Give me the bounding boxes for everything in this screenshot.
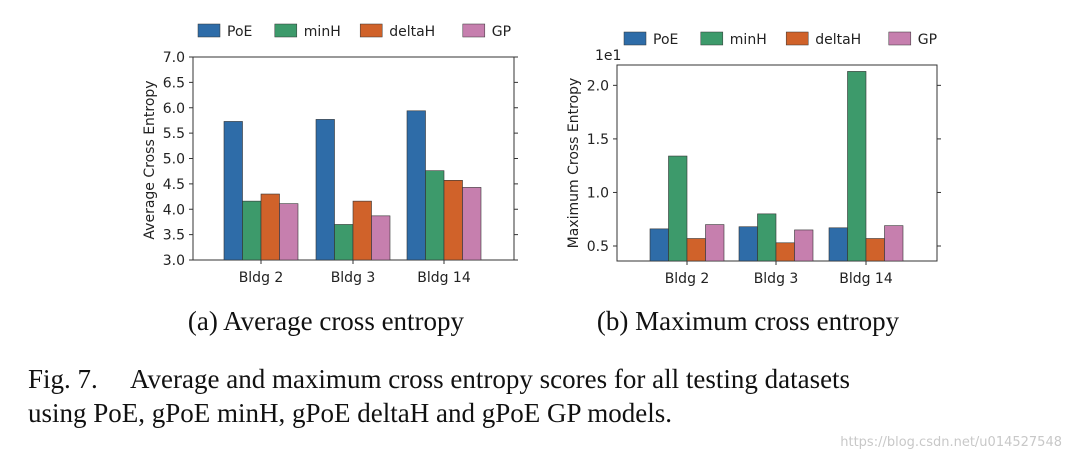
bars-maximum [649, 71, 904, 262]
y-tick-label: 1.5 [587, 132, 609, 148]
bar-average-minh-bldg-2 [242, 200, 262, 261]
x-tick-label: Bldg 3 [754, 271, 799, 287]
legend-label-gp: GP [918, 32, 937, 48]
caption-line-2: using PoE, gPoE minH, gPoE deltaH and gP… [28, 398, 673, 428]
y-axis-label-average: Average Cross Entropy [142, 80, 158, 239]
watermark: https://blog.csdn.net/u014527548 [840, 435, 1062, 450]
x-tick-label: Bldg 2 [239, 270, 284, 286]
legend-swatch-minh [700, 31, 724, 46]
x-ticks-average: Bldg 2 Bldg 3 Bldg 14 [239, 260, 471, 286]
y-ticks-maximum: 0.5 1.0 1.5 2.0 [587, 78, 941, 255]
legend-swatch-poe [197, 23, 221, 38]
y-tick-label: 3.0 [163, 253, 185, 269]
y-tick-label: 0.5 [587, 239, 609, 255]
y-tick-label: 1.0 [587, 185, 609, 201]
bar-maximum-minh-bldg-2 [668, 155, 688, 262]
bar-average-poe-bldg-2 [223, 121, 243, 261]
x-tick-label: Bldg 2 [665, 271, 710, 287]
legend-label-gp: GP [492, 24, 511, 40]
legend-average: PoE minH deltaH GP [197, 23, 511, 40]
bar-average-gp-bldg-14 [462, 187, 482, 261]
figure-caption: Fig. 7. Average and maximum cross entrop… [28, 362, 1058, 430]
bar-maximum-gp-bldg-2 [705, 224, 725, 262]
bar-average-minh-bldg-14 [425, 170, 445, 261]
bar-average-deltah-bldg-2 [260, 193, 280, 261]
bar-average-poe-bldg-3 [315, 119, 335, 261]
bar-maximum-deltah-bldg-2 [686, 238, 706, 262]
legend-label-poe: PoE [653, 32, 678, 48]
legend-label-deltah: deltaH [815, 32, 861, 48]
legend-swatch-deltah [359, 23, 383, 38]
y-tick-label: 6.0 [163, 101, 185, 117]
bar-maximum-minh-bldg-3 [757, 213, 777, 262]
y-tick-label: 4.0 [163, 202, 185, 218]
y-tick-label: 2.0 [587, 78, 609, 94]
bar-average-deltah-bldg-14 [443, 180, 463, 261]
bar-average-gp-bldg-2 [279, 203, 299, 261]
caption-line-1: Fig. 7. Average and maximum cross entrop… [28, 364, 851, 394]
bar-average-deltah-bldg-3 [352, 200, 372, 261]
x-ticks-maximum: Bldg 2 Bldg 3 Bldg 14 [665, 261, 893, 287]
y-axis-label-maximum: Maximum Cross Entropy [566, 78, 582, 249]
y-tick-label: 5.0 [163, 152, 185, 168]
subcaption-average: (a) Average cross entropy [188, 306, 465, 336]
y-tick-label: 3.5 [163, 228, 185, 244]
chart-maximum: PoE minH deltaH GP 0.51.01.52.0 Bldg 2 Bldg … [566, 31, 941, 336]
subcaption-maximum: (b) Maximum cross entropy [597, 306, 900, 336]
bar-maximum-gp-bldg-3 [794, 229, 814, 262]
y-tick-label: 7.0 [163, 50, 185, 66]
bar-average-minh-bldg-3 [334, 224, 354, 261]
legend-label-poe: PoE [227, 24, 252, 40]
bar-maximum-deltah-bldg-3 [775, 242, 795, 262]
x-tick-label: Bldg 14 [839, 271, 893, 287]
bar-average-gp-bldg-3 [371, 215, 391, 261]
legend-label-minh: minH [730, 32, 767, 48]
bars-average [223, 110, 482, 261]
legend-swatch-gp [888, 31, 912, 46]
bar-maximum-minh-bldg-14 [847, 71, 867, 262]
bar-maximum-gp-bldg-14 [884, 225, 904, 262]
legend-swatch-minh [274, 23, 298, 38]
y-tick-label: 5.5 [163, 126, 185, 142]
chart-average: PoE minH deltaH GP 3.0 3.5 4.0 4.5 5.0 5.5 6.0 6.5… [142, 23, 518, 336]
legend-maximum: PoE minH deltaH GP [623, 31, 937, 48]
y-tick-label: 4.5 [163, 177, 185, 193]
scale-label-maximum: 1e1 [595, 48, 621, 64]
legend-label-minh: minH [304, 24, 341, 40]
bar-maximum-deltah-bldg-14 [865, 238, 885, 262]
y-tick-label: 6.5 [163, 75, 185, 91]
bar-maximum-poe-bldg-14 [828, 227, 848, 262]
legend-swatch-poe [623, 31, 647, 46]
y-ticks-average: 3.0 3.5 4.0 4.5 5.0 5.5 6.0 6.5 7.0 [163, 50, 518, 269]
legend-swatch-gp [462, 23, 486, 38]
bar-average-poe-bldg-14 [406, 110, 426, 261]
bar-maximum-poe-bldg-2 [649, 228, 669, 262]
x-tick-label: Bldg 3 [331, 270, 376, 286]
bar-maximum-poe-bldg-3 [738, 226, 758, 262]
legend-swatch-deltah [785, 31, 809, 46]
legend-label-deltah: deltaH [389, 24, 435, 40]
x-tick-label: Bldg 14 [417, 270, 471, 286]
